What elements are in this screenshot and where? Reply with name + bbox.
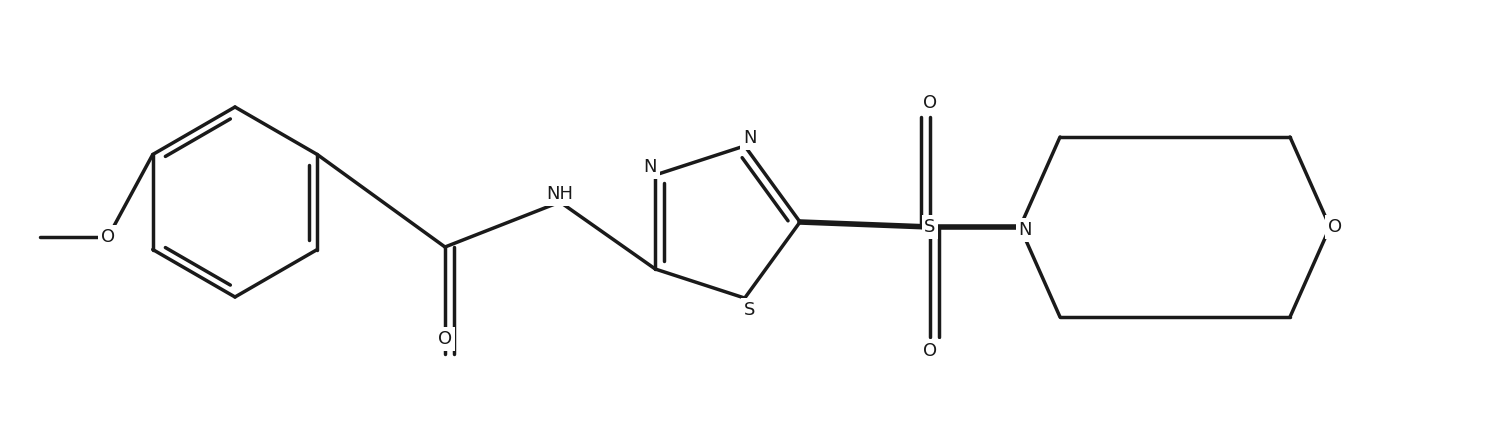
- Text: O: O: [923, 94, 937, 112]
- Text: S: S: [925, 218, 935, 236]
- Text: S: S: [744, 301, 755, 319]
- Text: O: O: [439, 330, 452, 348]
- Text: N: N: [644, 158, 657, 176]
- Text: N: N: [1019, 221, 1032, 239]
- Text: O: O: [101, 228, 114, 246]
- Text: O: O: [923, 342, 937, 360]
- Text: NH: NH: [547, 185, 574, 203]
- Text: O: O: [1328, 218, 1343, 236]
- Text: N: N: [744, 129, 757, 147]
